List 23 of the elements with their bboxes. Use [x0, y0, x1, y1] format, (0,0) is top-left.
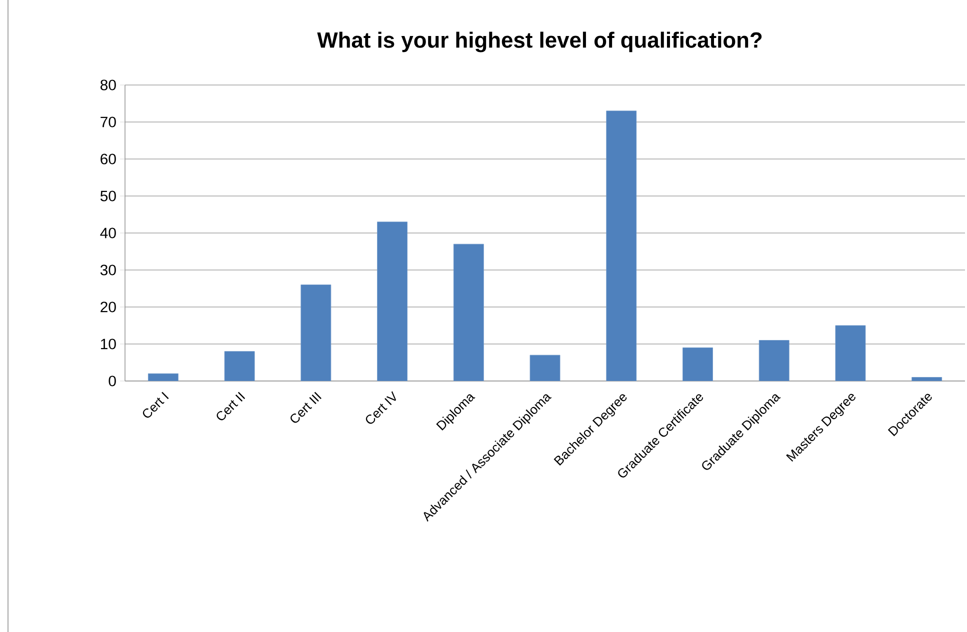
y-tick-label: 70	[100, 116, 116, 128]
y-tick-label: 0	[108, 376, 116, 386]
bar	[606, 110, 637, 381]
y-tick-label: 30	[100, 264, 116, 276]
bar	[530, 354, 560, 381]
x-tick-label: Cert III	[290, 392, 322, 423]
bar	[682, 347, 713, 381]
x-tick-label: Cert I	[142, 392, 169, 418]
bar	[377, 222, 408, 381]
y-tick-label: 20	[100, 302, 116, 312]
bar	[300, 284, 332, 381]
bar	[758, 340, 790, 381]
bar	[453, 244, 484, 381]
y-tick-label: 80	[100, 80, 116, 90]
x-tick-label: Cert II	[216, 392, 246, 420]
y-tick-label: 50	[100, 190, 116, 202]
chart-title: What is your highest level of qualification?	[317, 32, 762, 52]
x-tick-label: Cert IV	[366, 391, 396, 424]
bar	[224, 351, 255, 381]
y-tick-label: 60	[100, 154, 116, 164]
bar	[835, 325, 866, 381]
y-tick-label: 40	[100, 228, 116, 238]
y-tick-label: 10	[101, 338, 116, 350]
